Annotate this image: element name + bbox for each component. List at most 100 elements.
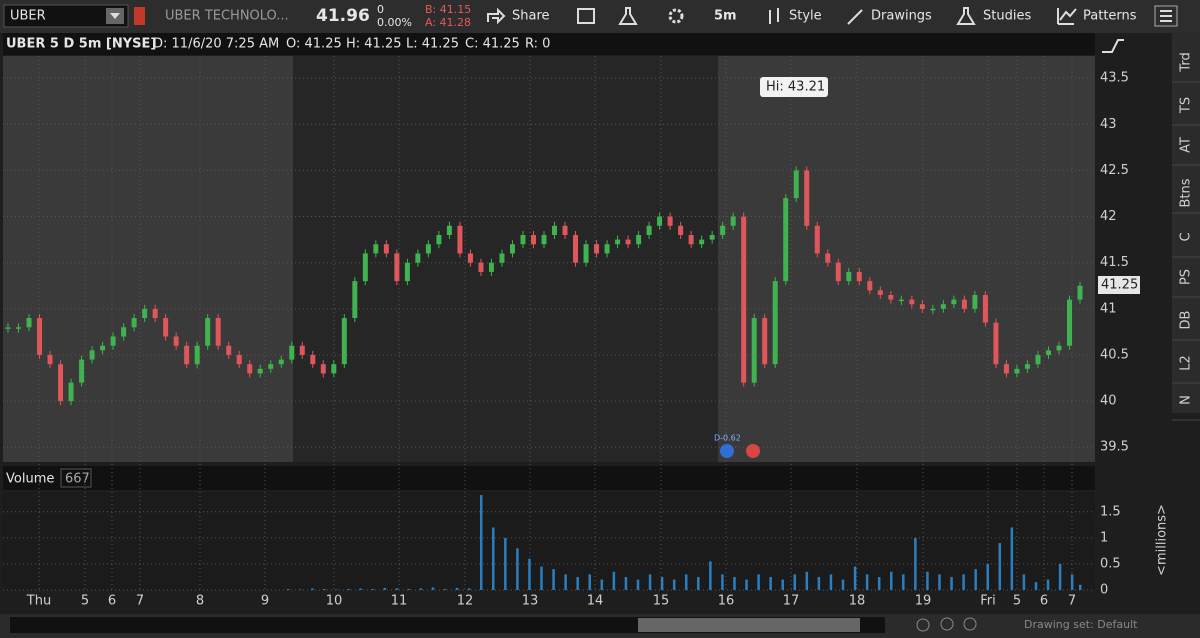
side-tab[interactable]: AT bbox=[1179, 137, 1194, 153]
change-pct: 0.00% bbox=[377, 16, 412, 29]
volume-bar bbox=[564, 574, 567, 590]
volume-bar bbox=[395, 588, 399, 590]
symbol-box[interactable] bbox=[3, 4, 129, 28]
side-tab[interactable]: DB bbox=[1179, 311, 1194, 330]
candle bbox=[919, 304, 925, 309]
flag[interactable] bbox=[134, 7, 145, 25]
y-tick-label: 0 bbox=[1100, 583, 1108, 598]
y-tick-label: 43.5 bbox=[1100, 71, 1129, 86]
side-tab[interactable]: C bbox=[1179, 232, 1194, 241]
drawings-icon[interactable] bbox=[847, 9, 863, 25]
time-axis bbox=[0, 592, 1200, 612]
style[interactable]: Style bbox=[789, 9, 822, 24]
studies[interactable]: Studies bbox=[983, 9, 1031, 24]
candle bbox=[142, 308, 148, 319]
candle bbox=[331, 364, 337, 374]
volume-bar bbox=[829, 574, 833, 590]
menu-icon bbox=[1160, 10, 1172, 22]
candle bbox=[425, 244, 431, 254]
interval[interactable]: 5m bbox=[714, 9, 737, 24]
chart-header bbox=[3, 33, 1095, 55]
volume-bar bbox=[974, 569, 977, 590]
candle bbox=[867, 281, 873, 291]
volume-bar bbox=[1022, 574, 1026, 590]
volume-bar bbox=[962, 574, 965, 590]
patterns-icon[interactable] bbox=[1057, 8, 1077, 25]
patterns[interactable]: Patterns bbox=[1083, 9, 1137, 24]
candle bbox=[804, 170, 810, 226]
candle bbox=[194, 345, 200, 365]
zoom-in-icon[interactable] bbox=[940, 617, 954, 631]
volume-bar bbox=[902, 574, 905, 590]
style-icon[interactable] bbox=[769, 8, 779, 24]
side-tab[interactable]: Btns bbox=[1179, 178, 1194, 207]
candle bbox=[1056, 345, 1062, 351]
candle bbox=[310, 354, 316, 365]
settings-icon[interactable] bbox=[668, 8, 684, 24]
candle bbox=[762, 318, 768, 365]
volume-header bbox=[3, 466, 1095, 490]
share[interactable]: Share bbox=[512, 9, 550, 24]
candle bbox=[951, 299, 957, 305]
x-tick-label: 5 bbox=[81, 594, 89, 609]
volume-bar bbox=[492, 527, 495, 590]
candle bbox=[909, 299, 915, 305]
x-tick-label: 11 bbox=[391, 594, 408, 609]
candle bbox=[657, 216, 663, 226]
zoom-icon[interactable] bbox=[916, 618, 930, 632]
volume-bar bbox=[950, 576, 953, 590]
volume-bar bbox=[311, 588, 314, 590]
volume-bar bbox=[479, 495, 483, 590]
side-tab[interactable]: N bbox=[1179, 395, 1194, 405]
drawings[interactable]: Drawings bbox=[871, 9, 932, 24]
candle bbox=[835, 262, 841, 282]
candle bbox=[404, 262, 410, 282]
side-tab[interactable]: Trd bbox=[1179, 52, 1194, 72]
candle bbox=[184, 345, 190, 365]
candle bbox=[541, 235, 547, 245]
y-tick-label: 40 bbox=[1100, 394, 1117, 409]
studies-icon[interactable] bbox=[956, 7, 976, 25]
share-icon[interactable] bbox=[487, 7, 506, 25]
volume-box bbox=[60, 468, 92, 488]
candle bbox=[741, 216, 747, 383]
scroll-thumb[interactable] bbox=[638, 618, 860, 632]
candle bbox=[982, 294, 988, 323]
y-tick-label: 43 bbox=[1100, 117, 1117, 132]
ask: A: 41.28 bbox=[425, 16, 471, 29]
chart-icon[interactable] bbox=[1102, 39, 1124, 53]
candle bbox=[888, 294, 894, 300]
volume-bar bbox=[552, 569, 555, 590]
side-tab[interactable]: TS bbox=[1179, 97, 1194, 114]
candle bbox=[341, 318, 347, 365]
volume-bar bbox=[1034, 582, 1038, 590]
side-tab[interactable]: PS bbox=[1179, 269, 1194, 285]
candle bbox=[1035, 354, 1041, 365]
volume-bar bbox=[431, 587, 435, 590]
side-tab[interactable]: L2 bbox=[1179, 355, 1194, 371]
x-tick-label: 7 bbox=[136, 594, 144, 609]
y-tick-label: 41 bbox=[1100, 301, 1117, 316]
candle bbox=[825, 253, 831, 263]
menu-button[interactable] bbox=[1154, 5, 1178, 27]
candle bbox=[89, 350, 95, 360]
volume-bar bbox=[1058, 563, 1062, 590]
volume-bar bbox=[805, 571, 809, 590]
volume-bar bbox=[419, 588, 423, 590]
candle bbox=[16, 327, 22, 329]
candle bbox=[236, 354, 242, 365]
candle bbox=[499, 253, 505, 263]
candle bbox=[940, 304, 946, 309]
candle bbox=[793, 170, 799, 199]
toolbar bbox=[0, 0, 1200, 33]
candle bbox=[299, 345, 305, 355]
candle bbox=[625, 239, 631, 245]
candle bbox=[846, 271, 852, 282]
alert-icon[interactable] bbox=[577, 8, 595, 24]
volume-bar bbox=[1070, 574, 1074, 590]
candle bbox=[772, 281, 778, 365]
zoom-out-icon[interactable] bbox=[963, 617, 977, 631]
volume-bar bbox=[588, 574, 591, 590]
lab-icon[interactable] bbox=[618, 7, 638, 25]
hi-box bbox=[760, 77, 828, 97]
